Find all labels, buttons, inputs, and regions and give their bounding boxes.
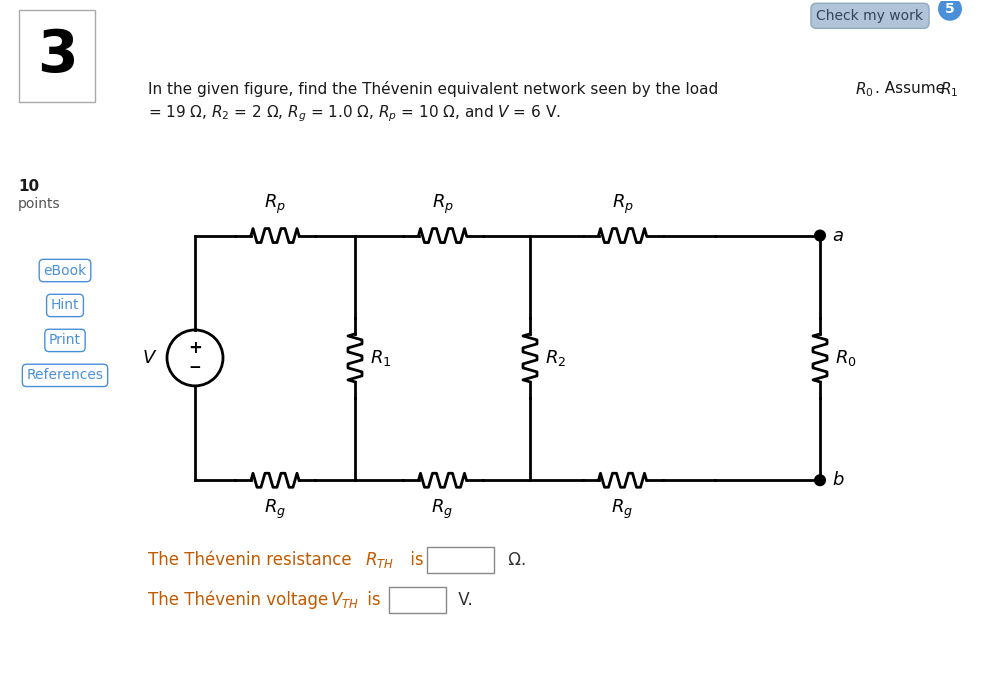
Text: Hint: Hint (51, 299, 79, 312)
Text: . Assume: . Assume (875, 81, 950, 96)
Text: $R_g$: $R_g$ (431, 498, 453, 521)
Text: $V$: $V$ (142, 349, 157, 367)
Text: 5: 5 (946, 2, 954, 16)
Text: $R_p$: $R_p$ (264, 192, 286, 216)
Text: is: is (362, 591, 386, 609)
Text: In the given figure, find the Thévenin equivalent network seen by the load: In the given figure, find the Thévenin e… (148, 81, 723, 97)
Text: b: b (832, 471, 843, 489)
Circle shape (815, 231, 825, 240)
Text: $R_0$: $R_0$ (835, 348, 857, 368)
Text: is: is (405, 551, 428, 569)
Text: The Thévenin voltage: The Thévenin voltage (148, 591, 334, 610)
Circle shape (815, 475, 825, 485)
FancyBboxPatch shape (389, 587, 446, 613)
Text: $V_{TH}$: $V_{TH}$ (330, 590, 359, 610)
Text: $R_1$: $R_1$ (370, 348, 391, 368)
Circle shape (937, 0, 963, 22)
FancyBboxPatch shape (427, 547, 494, 573)
Text: References: References (27, 369, 103, 382)
Text: 3: 3 (36, 27, 77, 84)
Text: V.: V. (453, 591, 473, 609)
Text: $R_p$: $R_p$ (431, 192, 453, 216)
Text: points: points (18, 197, 61, 210)
Text: = 19 Ω, $R_2$ = 2 Ω, $R_g$ = 1.0 Ω, $R_p$ = 10 Ω, and $V$ = 6 V.: = 19 Ω, $R_2$ = 2 Ω, $R_g$ = 1.0 Ω, $R_p… (148, 103, 560, 124)
Text: +: + (188, 339, 202, 357)
Text: $R_2$: $R_2$ (545, 348, 566, 368)
Text: $R_g$: $R_g$ (264, 498, 286, 521)
Text: $R_p$: $R_p$ (612, 192, 633, 216)
Text: Print: Print (49, 334, 81, 347)
Text: eBook: eBook (43, 264, 87, 277)
Text: $R_{TH}$: $R_{TH}$ (365, 550, 394, 570)
Text: $R_g$: $R_g$ (612, 498, 633, 521)
Text: −: − (188, 360, 201, 375)
Text: 10: 10 (18, 179, 39, 194)
Text: $R_0$: $R_0$ (855, 81, 874, 99)
Text: The Thévenin resistance: The Thévenin resistance (148, 551, 357, 569)
Text: Ω.: Ω. (503, 551, 526, 569)
Text: Check my work: Check my work (817, 9, 924, 23)
Text: a: a (832, 227, 843, 245)
Text: $R_1$: $R_1$ (940, 81, 958, 99)
